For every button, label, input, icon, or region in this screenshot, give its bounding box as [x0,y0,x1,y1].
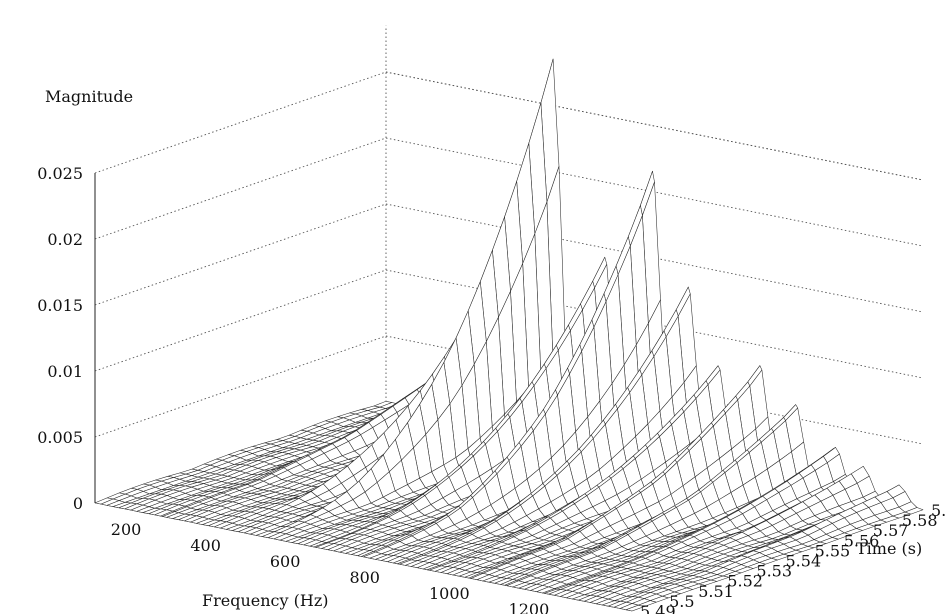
surface-front-edge [94,502,633,612]
y-tick-label: 5.5 [669,592,694,611]
y-tick-label: 5.49 [640,602,676,614]
z-gridline-back [385,137,924,247]
z-gridline-side [94,203,387,306]
y-axis-label: Time (s) [856,539,922,558]
z-tick-label: 0.01 [47,362,83,381]
x-tick-label: 800 [349,568,380,587]
top-back-gridline [385,71,924,181]
y-tick-label: 5.55 [815,541,851,560]
x-tick-label: 1000 [429,584,470,603]
tick-layer: 0 0.005 0.01 0.015 0.02 0.025 200 400 600 800 1000… [37,164,946,614]
z-gridline-back [385,335,924,445]
y-tick-label: 5.51 [698,582,734,601]
y-tick-label: 5.56 [844,531,880,550]
y-tick-label: 5.52 [727,572,763,591]
x-tick-label: 400 [190,536,221,555]
z-tick-label: 0.025 [37,164,83,183]
z-gridline-back [385,269,924,379]
z-tick-label: 0.005 [37,428,83,447]
z-gridline-side [94,335,387,438]
x-tick-label: 1200 [509,600,550,614]
grid-layer [94,25,924,511]
surface-layer [94,58,924,612]
z-gridline-side [94,137,387,240]
y-tick-label: 5.59 [931,501,946,520]
z-tick-label: 0 [73,494,83,513]
y-tick-label: 5.57 [873,521,909,540]
z-gridline-back [385,203,924,313]
z-axis-label: Magnitude [45,87,133,106]
x-axis-label: Frequency (Hz) [202,591,329,610]
y-tick-label: 5.58 [902,511,938,530]
y-tick-label: 5.54 [786,552,822,571]
x-tick-label: 600 [270,552,301,571]
x-tick-label: 200 [111,520,142,539]
z-tick-label: 0.015 [37,296,83,315]
y-tick-label: 5.53 [756,562,792,581]
z-gridline-side [94,71,387,174]
z-gridline-side [94,269,387,372]
z-tick-label: 0.02 [47,230,83,249]
z-gridline-back [385,71,924,181]
